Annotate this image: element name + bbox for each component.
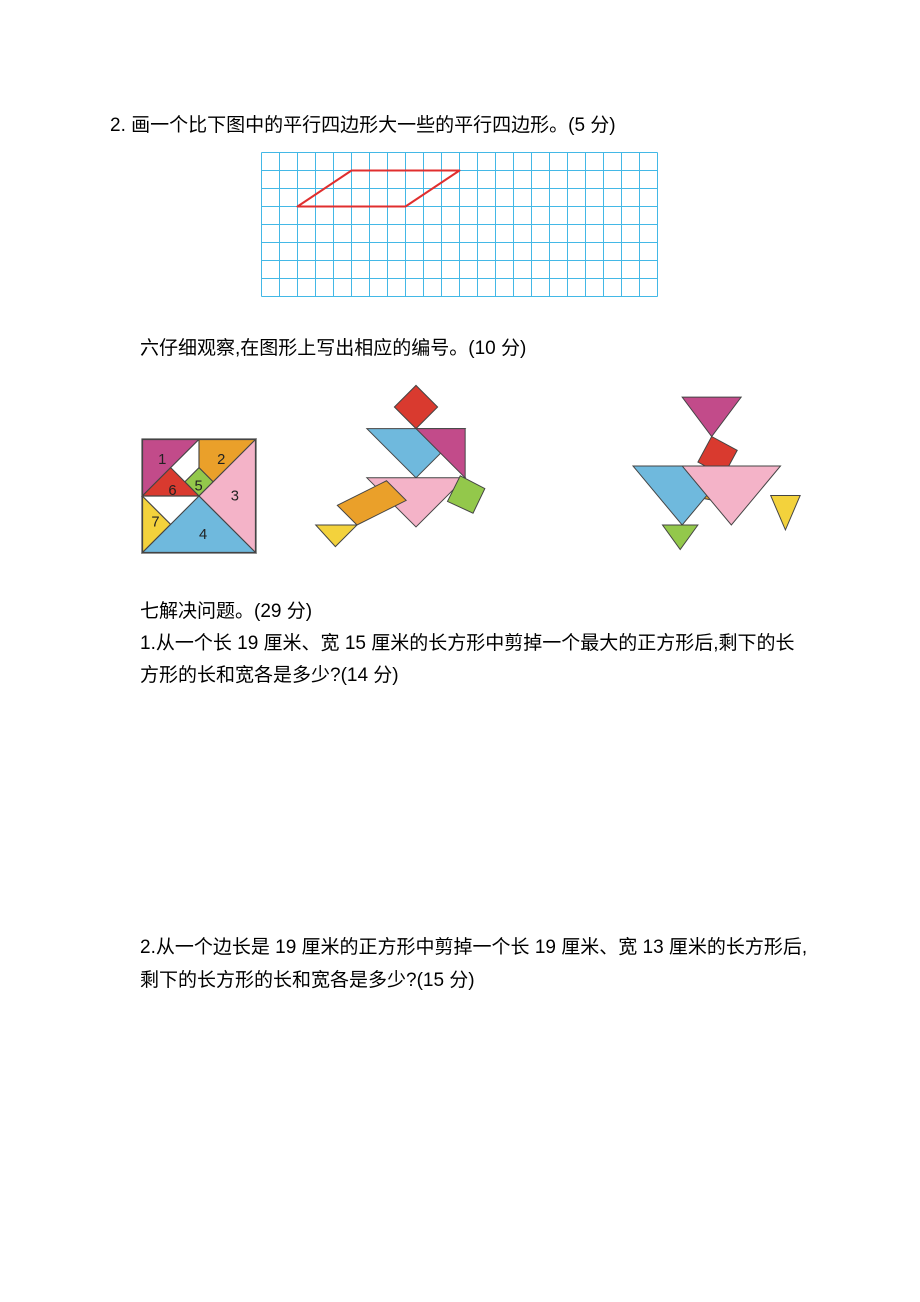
section7-q2: 2.从一个边长是 19 厘米的正方形中剪掉一个长 19 厘米、宽 13 厘米的长… bbox=[140, 932, 810, 997]
parallelogram-grid bbox=[261, 152, 659, 298]
section7-heading: 七解决问题。(29 分) bbox=[140, 596, 810, 628]
svg-text:4: 4 bbox=[199, 527, 207, 543]
worksheet-page: 2. 画一个比下图中的平行四边形大一些的平行四边形。(5 分) 六仔细观察,在图… bbox=[0, 0, 920, 1302]
svg-text:7: 7 bbox=[151, 514, 159, 530]
tangram-row: 1 25 67 3 4 bbox=[140, 376, 810, 556]
section6-heading: 六仔细观察,在图形上写出相应的编号。(10 分) bbox=[140, 333, 810, 365]
svg-text:5: 5 bbox=[194, 478, 202, 494]
tangram-reference-square: 1 25 67 3 4 bbox=[140, 436, 258, 556]
grid-figure bbox=[110, 152, 810, 303]
svg-text:2: 2 bbox=[217, 452, 225, 468]
svg-text:3: 3 bbox=[231, 488, 239, 504]
svg-text:6: 6 bbox=[168, 482, 176, 498]
workspace-7-1 bbox=[110, 692, 810, 932]
section7-q1: 1.从一个长 19 厘米、宽 15 厘米的长方形中剪掉一个最大的正方形后,剩下的… bbox=[140, 628, 810, 693]
q2-text: 2. 画一个比下图中的平行四边形大一些的平行四边形。(5 分) bbox=[110, 110, 810, 142]
tangram-figure-runner bbox=[298, 376, 534, 556]
tangram-figure-bird bbox=[574, 376, 810, 556]
svg-text:1: 1 bbox=[158, 452, 166, 468]
